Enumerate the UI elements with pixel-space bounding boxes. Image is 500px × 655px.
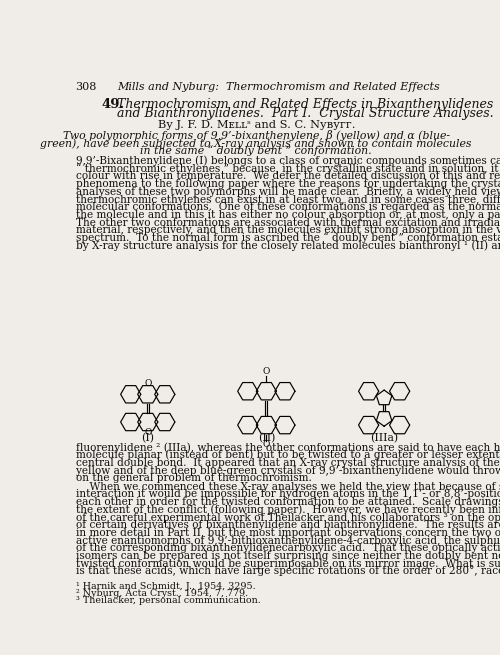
Text: isomers can be prepared is not itself surprising since neither the doubly bent n: isomers can be prepared is not itself su…	[76, 551, 500, 561]
Text: of certain derivatives of bixanthenylidene and bianthronylidene.  The results ar: of certain derivatives of bixanthenylide…	[76, 520, 500, 531]
Text: the molecule and in this it has either no colour absorption or, at most, only a : the molecule and in this it has either n…	[76, 210, 500, 220]
Text: 9,9’-Bixanthenylidene (I) belongs to a class of organic compounds sometimes call: 9,9’-Bixanthenylidene (I) belongs to a c…	[76, 155, 500, 166]
Text: the extent of the conflict (following paper).  However, we have recently been in: the extent of the conflict (following pa…	[76, 504, 500, 515]
Text: material, respectively, and then the molecules exhibit strong absorption in the : material, respectively, and then the mol…	[76, 225, 500, 235]
Text: active enantiomorphs of 9,9’-bithioxanthenylidene-4-carboxylic acid, the sulphur: active enantiomorphs of 9,9’-bithioxanth…	[76, 536, 500, 546]
Text: O: O	[144, 428, 152, 438]
Text: colour with rise in temperature.  We defer the detailed discussion of this and r: colour with rise in temperature. We defe…	[76, 172, 500, 181]
Text: in more detail in Part II, but the most important observations concern the two o: in more detail in Part II, but the most …	[76, 528, 500, 538]
Text: The other two conformations are associated with thermal excitation and irradiati: The other two conformations are associat…	[76, 217, 500, 228]
Text: fluorenylidene ² (IIIa), whereas the other conformations are said to have each h: fluorenylidene ² (IIIa), whereas the oth…	[76, 442, 500, 453]
Text: central double bond.  It appeared that an X-ray crystal structure analysis of th: central double bond. It appeared that an…	[76, 458, 500, 468]
Text: Two polymorphic forms of 9,9’-bixanthenylene, β (yellow) and α (blue-: Two polymorphic forms of 9,9’-bixantheny…	[63, 130, 450, 141]
Text: analyses of these two polymorphs will be made clear.  Briefly, a widely held vie: analyses of these two polymorphs will be…	[76, 187, 500, 197]
Text: molecular conformations.  One of these conformations is regarded as the normal s: molecular conformations. One of these co…	[76, 202, 500, 212]
Text: Mills and Nyburg:  Thermochromism and Related Effects: Mills and Nyburg: Thermochromism and Rel…	[117, 82, 440, 92]
Text: spectrum.  To the normal form is ascribed the “ doubly bent ” conformation estab: spectrum. To the normal form is ascribed…	[76, 233, 500, 243]
Text: Thermochromism and Related Effects in Bixanthenylidenes: Thermochromism and Related Effects in Bi…	[117, 98, 493, 111]
Text: green), have been subjected to X-ray analysis and shown to contain molecules: green), have been subjected to X-ray ana…	[40, 138, 472, 149]
Text: ¹ Harnik and Schmidt, J., 1954, 3295.: ¹ Harnik and Schmidt, J., 1954, 3295.	[76, 582, 256, 591]
Text: ³ Theilacker, personal communication.: ³ Theilacker, personal communication.	[76, 596, 261, 605]
Text: O: O	[144, 379, 152, 388]
Text: 308: 308	[75, 82, 96, 92]
Text: in the same “ doubly bent ” conformation.: in the same “ doubly bent ” conformation…	[140, 145, 372, 157]
Text: yellow and of the deep blue-green crystals of 9,9’-bixanthenylidene would throw : yellow and of the deep blue-green crysta…	[76, 466, 500, 476]
Text: O: O	[262, 367, 270, 377]
Text: of the corresponding bixanthenylidenecarboxylic acid.  That these optically acti: of the corresponding bixanthenylidenecar…	[76, 544, 500, 553]
Text: of the careful experimental work of Theilacker and his collaborators ³ on the op: of the careful experimental work of Thei…	[76, 513, 500, 523]
Text: (I): (I)	[142, 433, 154, 443]
Text: each other in order for the twisted conformation to be attained.  Scale drawings: each other in order for the twisted conf…	[76, 497, 500, 507]
Text: (II): (II)	[258, 433, 275, 443]
Text: “ thermochromic ethylenes ” because, in the crystalline state and in solution, i: “ thermochromic ethylenes ” because, in …	[76, 163, 500, 174]
Text: By J. F. D. Mᴇʟʟˢ and S. C. Nувугг.: By J. F. D. Mᴇʟʟˢ and S. C. Nувугг.	[158, 120, 355, 130]
Text: molecule planar (instead of bent) but to be twisted to a greater or lesser exten: molecule planar (instead of bent) but to…	[76, 449, 500, 460]
Text: O: O	[262, 440, 270, 449]
Text: thermochromic ethylenes can exist in at least two, and in some cases three, diff: thermochromic ethylenes can exist in at …	[76, 195, 500, 204]
Text: by X-ray structure analysis for the closely related molecules bianthronyl ¹ (II): by X-ray structure analysis for the clos…	[76, 240, 500, 251]
Text: phenomena to the following paper where the reasons for undertaking the crystal s: phenomena to the following paper where t…	[76, 179, 500, 189]
Text: and Bianthronylidenes.  Part I.  Crystal Structure Analyses.: and Bianthronylidenes. Part I. Crystal S…	[117, 107, 494, 120]
Text: When we commenced these X-ray analyses we held the view that because of steric: When we commenced these X-ray analyses w…	[76, 482, 500, 492]
Text: interaction it would be impossible for hydrogen atoms in the 1,1’- or 8,8’-posit: interaction it would be impossible for h…	[76, 489, 500, 500]
Text: 49.: 49.	[101, 98, 124, 111]
Text: twisted conformation would be superimposable on its mirror image.  What is surpr: twisted conformation would be superimpos…	[76, 559, 500, 569]
Text: ² Nyburg, Acta Cryst., 1954, 7, 779.: ² Nyburg, Acta Cryst., 1954, 7, 779.	[76, 589, 248, 598]
Text: (IIIa): (IIIa)	[370, 433, 398, 443]
Text: on the general problem of thermochromism.: on the general problem of thermochromism…	[76, 474, 312, 483]
Text: is that these acids, which have large specific rotations of the order of 280°, r: is that these acids, which have large sp…	[76, 566, 500, 576]
